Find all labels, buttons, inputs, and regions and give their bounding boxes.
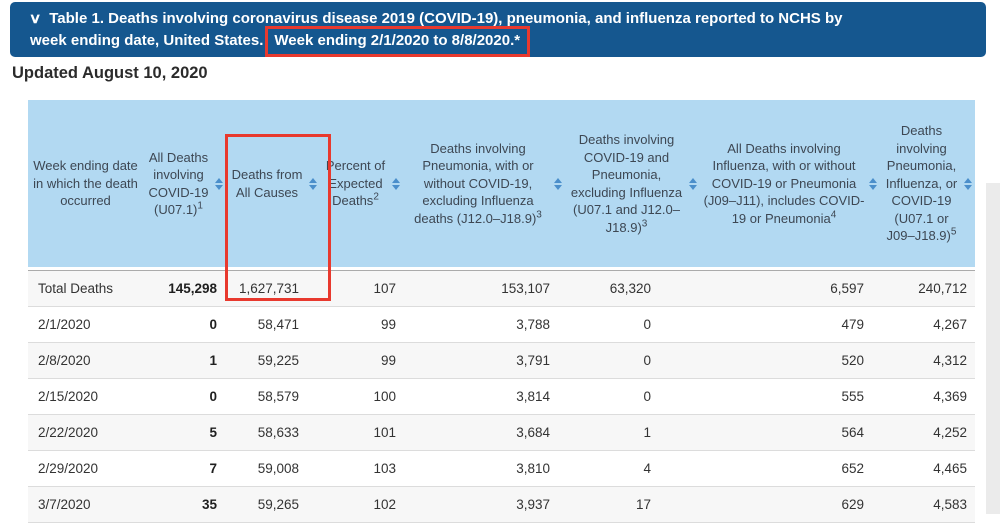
- row-label: Total Deaths: [38, 281, 114, 296]
- annotation-box-date-range: Week ending 2/1/2020 to 8/8/2020.*: [265, 26, 531, 57]
- cell: 59,265: [257, 497, 299, 512]
- table-title-line1: ∨ Table 1. Deaths involving coronavirus d…: [28, 7, 972, 30]
- cell: 3,788: [516, 317, 550, 332]
- cell: 1: [643, 425, 651, 440]
- cell: 3,791: [516, 353, 550, 368]
- sort-icon[interactable]: [964, 177, 972, 190]
- cell: 1,627,731: [238, 281, 299, 296]
- row-label: 2/22/2020: [38, 425, 99, 440]
- table-title-bar[interactable]: ∨ Table 1. Deaths involving coronavirus d…: [10, 2, 986, 57]
- cell: 5: [209, 425, 217, 440]
- cell: 4,312: [933, 353, 967, 368]
- cell: 520: [841, 353, 864, 368]
- table-row: 2/1/2020 0 58,471 99 3,788 0 479 4,267: [28, 307, 975, 343]
- cell: 0: [209, 317, 217, 332]
- sort-icon[interactable]: [554, 177, 562, 190]
- cell: 4,267: [933, 317, 967, 332]
- cell: 240,712: [918, 281, 967, 296]
- cell: 101: [373, 425, 396, 440]
- sort-icon[interactable]: [309, 177, 317, 190]
- cell: 4,369: [933, 389, 967, 404]
- cell: 7: [209, 461, 217, 476]
- sort-icon[interactable]: [392, 177, 400, 190]
- cell: 58,579: [257, 389, 299, 404]
- cell: 3,684: [516, 425, 550, 440]
- table-row: 3/7/2020 35 59,265 102 3,937 17 629 4,58…: [28, 487, 975, 523]
- table-row-total: Total Deaths 145,298 1,627,731 107 153,1…: [28, 271, 975, 307]
- sort-icon[interactable]: [689, 177, 697, 190]
- cell: 3,937: [516, 497, 550, 512]
- cell: 3,810: [516, 461, 550, 476]
- table-title-date-range: Week ending 2/1/2020 to 8/8/2020.*: [274, 32, 521, 49]
- table-title-text2: week ending date, United States.: [30, 32, 264, 49]
- cell: 17: [635, 497, 651, 512]
- row-label: 2/29/2020: [38, 461, 99, 476]
- row-label: 2/1/2020: [38, 317, 91, 332]
- cell: 652: [841, 461, 864, 476]
- updated-date-text: Updated August 10, 2020: [12, 64, 208, 82]
- table-row: 2/29/2020 7 59,008 103 3,810 4 652 4,465: [28, 451, 975, 487]
- cell: 4,465: [933, 461, 967, 476]
- cell: 153,107: [501, 281, 550, 296]
- cell: 479: [841, 317, 864, 332]
- cell: 99: [380, 353, 396, 368]
- column-header-covid-and-pneumonia[interactable]: Deaths involving COVID-19 and Pneumonia,…: [565, 100, 700, 267]
- cell: 555: [841, 389, 864, 404]
- cell: 4,583: [933, 497, 967, 512]
- cell: 145,298: [168, 281, 217, 296]
- cell: 1: [209, 353, 217, 368]
- table-row: 2/15/2020 0 58,579 100 3,814 0 555 4,369: [28, 379, 975, 415]
- column-header-covid19-deaths[interactable]: All Deaths involving COVID-19 (U07.1)1: [143, 100, 226, 267]
- cell: 4,252: [933, 425, 967, 440]
- cell: 99: [380, 317, 396, 332]
- column-header-pneumonia[interactable]: Deaths involving Pneumonia, with or with…: [403, 100, 565, 267]
- table-row: 2/8/2020 1 59,225 99 3,791 0 520 4,312: [28, 343, 975, 379]
- deaths-table: Week ending date in which the death occu…: [28, 100, 975, 523]
- column-header-all-causes[interactable]: Deaths from All Causes: [226, 100, 320, 267]
- table-title-line2: week ending date, United States. Week end…: [30, 26, 972, 57]
- cell: 59,225: [257, 353, 299, 368]
- cell: 0: [643, 317, 651, 332]
- cell: 59,008: [257, 461, 299, 476]
- cell: 0: [643, 353, 651, 368]
- collapse-chevron-icon[interactable]: ∨: [28, 10, 42, 26]
- column-header-influenza[interactable]: All Deaths involving Influenza, with or …: [700, 100, 880, 267]
- cell: 564: [841, 425, 864, 440]
- cell: 58,471: [257, 317, 299, 332]
- cell: 4: [643, 461, 651, 476]
- cell: 107: [373, 281, 396, 296]
- cell: 3,814: [516, 389, 550, 404]
- table-title-text: Table 1. Deaths involving coronavirus di…: [49, 10, 843, 27]
- cell: 6,597: [830, 281, 864, 296]
- row-label: 2/8/2020: [38, 353, 91, 368]
- row-label: 2/15/2020: [38, 389, 99, 404]
- cell: 0: [209, 389, 217, 404]
- sort-icon[interactable]: [215, 177, 223, 190]
- cell: 102: [373, 497, 396, 512]
- column-header-week-ending-date: Week ending date in which the death occu…: [33, 158, 138, 209]
- scrollbar-track[interactable]: [986, 183, 1000, 514]
- cell: 0: [643, 389, 651, 404]
- column-header-pic[interactable]: Deaths involving Pneumonia, Influenza, o…: [880, 100, 975, 267]
- table-header-row: Week ending date in which the death occu…: [28, 100, 975, 267]
- cell: 63,320: [609, 281, 651, 296]
- table-body: Total Deaths 145,298 1,627,731 107 153,1…: [28, 270, 975, 523]
- cell: 100: [373, 389, 396, 404]
- cell: 103: [373, 461, 396, 476]
- column-header-percent-expected[interactable]: Percent of Expected Deaths2: [320, 100, 403, 267]
- table-row: 2/22/2020 5 58,633 101 3,684 1 564 4,252: [28, 415, 975, 451]
- cell: 629: [841, 497, 864, 512]
- row-label: 3/7/2020: [38, 497, 91, 512]
- cell: 35: [201, 497, 217, 512]
- sort-icon[interactable]: [869, 177, 877, 190]
- cell: 58,633: [257, 425, 299, 440]
